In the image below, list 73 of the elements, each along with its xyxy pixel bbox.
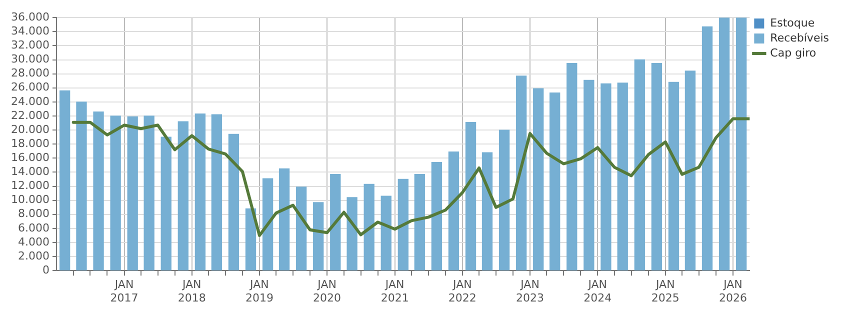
bar [498, 130, 510, 270]
bar [178, 121, 188, 270]
bar [431, 162, 442, 270]
y-tick-label: 32.000 [10, 38, 50, 52]
bar [346, 197, 358, 270]
bar [194, 114, 206, 270]
bar [262, 178, 274, 270]
bar [651, 62, 662, 270]
bar [127, 116, 138, 270]
bar [684, 70, 696, 270]
y-tick-label: 20.000 [10, 122, 50, 136]
y-tick-label: 12.000 [10, 179, 50, 192]
y-tick-label: 28.000 [10, 66, 50, 80]
x-tick-label: JAN 2019 [245, 278, 274, 304]
y-tick-label: 24.000 [10, 94, 50, 108]
bar [76, 102, 87, 270]
bar [702, 26, 713, 270]
x-tick-label: JAN 2018 [178, 278, 206, 304]
bar [313, 202, 324, 270]
x-tick-label: JAN 2017 [110, 278, 138, 304]
bar [144, 116, 154, 270]
y-tick-label: 34.000 [10, 24, 50, 38]
bar [566, 62, 578, 270]
y-tick-label: 6.000 [18, 221, 50, 234]
y-tick-label: 10.000 [10, 193, 50, 206]
y-tick-label: 0 [42, 263, 50, 276]
y-tick-label: 4.000 [18, 235, 50, 248]
x-tick-label: JAN 2021 [380, 278, 409, 304]
bar [533, 88, 544, 270]
legend-label: Cap giro [770, 46, 816, 60]
bar [718, 18, 730, 270]
bar [364, 184, 374, 270]
x-tick-label: JAN 2026 [719, 278, 747, 304]
bar [211, 114, 222, 270]
legend-label: Recebíveis [770, 31, 830, 44]
bar [516, 76, 527, 270]
bar [600, 83, 612, 270]
bar [330, 174, 341, 270]
bar [482, 152, 493, 270]
y-tick-label: 16.000 [10, 151, 50, 164]
bar [380, 196, 392, 270]
bar [736, 18, 747, 270]
bar [584, 80, 594, 270]
bar [228, 134, 240, 270]
bar [160, 136, 172, 270]
y-tick-label: 2.000 [18, 249, 50, 262]
bar [93, 111, 104, 270]
legend-label: Estoque [770, 16, 815, 30]
y-tick-label: 14.000 [10, 165, 50, 178]
y-tick-label: 18.000 [10, 136, 50, 150]
y-tick-label: 22.000 [10, 108, 50, 122]
bar [278, 168, 290, 270]
bar [245, 208, 256, 270]
x-tick-label: JAN 2020 [313, 278, 342, 304]
bar [398, 178, 408, 270]
bar [110, 116, 121, 270]
bar [617, 82, 628, 270]
bar [414, 174, 425, 270]
bar [634, 59, 645, 270]
y-tick-label: 36.000 [10, 10, 50, 24]
bar [448, 152, 460, 270]
bar [668, 82, 680, 270]
y-tick-label: 26.000 [10, 80, 50, 94]
y-tick-label: 30.000 [10, 52, 50, 66]
bar [465, 122, 476, 270]
x-tick-label: JAN 2024 [584, 278, 612, 304]
bar [59, 90, 70, 270]
x-tick-label: JAN 2025 [651, 278, 680, 304]
bar [550, 92, 560, 270]
x-tick-label: JAN 2022 [448, 278, 476, 304]
bar [296, 186, 307, 270]
x-tick-label: JAN 2023 [516, 278, 544, 304]
y-tick-label: 8.000 [18, 207, 50, 220]
